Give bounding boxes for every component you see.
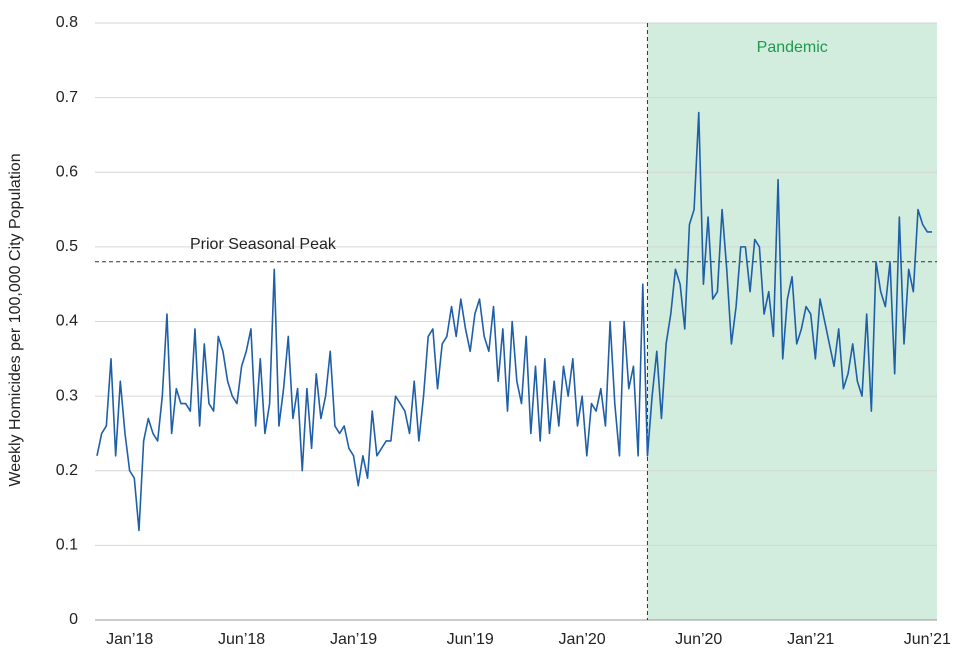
y-tick-label: 0.1	[56, 537, 78, 554]
x-tick-label: Jun’19	[447, 631, 494, 648]
y-tick-label: 0.2	[56, 462, 78, 479]
x-tick-label: Jan’19	[330, 631, 377, 648]
data-line	[96, 111, 932, 532]
y-tick-label: 0.7	[56, 89, 78, 106]
x-tick-label: Jun’20	[675, 631, 722, 648]
x-tick-label: Jun’21	[904, 631, 951, 648]
reference-label: Prior Seasonal Peak	[190, 236, 337, 253]
y-tick-label: 0.3	[56, 387, 78, 404]
y-tick-label: 0.4	[56, 313, 78, 330]
y-tick-label: 0.6	[56, 163, 78, 180]
x-tick-label: Jan’20	[559, 631, 606, 648]
y-tick-label: 0	[69, 611, 78, 628]
shade-label: Pandemic	[757, 39, 828, 56]
y-tick-label: 0.8	[56, 14, 78, 31]
x-tick-label: Jan’21	[787, 631, 834, 648]
x-tick-label: Jan’18	[106, 631, 153, 648]
x-tick-label: Jun’18	[218, 631, 265, 648]
y-tick-label: 0.5	[56, 238, 78, 255]
y-axis-label: Weekly Homicides per 100,000 City Popula…	[7, 153, 24, 486]
